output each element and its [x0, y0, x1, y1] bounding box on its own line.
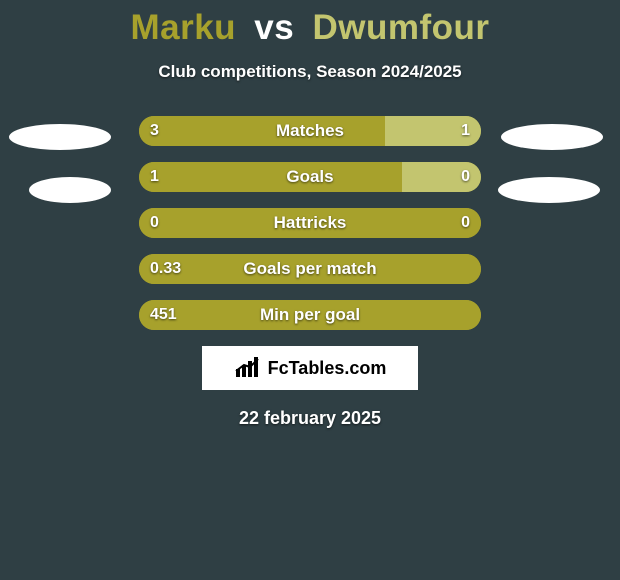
decor-ellipse — [501, 124, 603, 150]
logo-box: FcTables.com — [202, 346, 418, 390]
decor-ellipse — [9, 124, 111, 150]
page-root: Marku vs Dwumfour Club competitions, Sea… — [0, 0, 620, 580]
stat-row: Min per goal451 — [0, 300, 620, 330]
page-title: Marku vs Dwumfour — [0, 0, 620, 48]
stat-value-left: 451 — [150, 300, 177, 330]
subtitle: Club competitions, Season 2024/2025 — [0, 62, 620, 82]
stat-row: Goals per match0.33 — [0, 254, 620, 284]
chart-icon — [234, 357, 262, 379]
stat-value-right: 1 — [461, 116, 470, 146]
title-vs: vs — [254, 8, 294, 47]
stat-value-left: 0.33 — [150, 254, 181, 284]
stat-label: Goals per match — [139, 254, 481, 284]
stat-row: Hattricks0 0 — [0, 208, 620, 238]
stat-label: Hattricks — [139, 208, 481, 238]
decor-ellipse — [29, 177, 111, 203]
title-player1: Marku — [130, 8, 236, 47]
title-player2: Dwumfour — [312, 8, 489, 47]
stat-value-left: 0 — [150, 208, 159, 238]
stat-label: Min per goal — [139, 300, 481, 330]
stat-label: Matches — [139, 116, 481, 146]
logo-text: FcTables.com — [268, 358, 387, 379]
stat-value-right: 0 — [461, 162, 470, 192]
stat-value-left: 1 — [150, 162, 159, 192]
decor-ellipse — [498, 177, 600, 203]
date-text: 22 february 2025 — [0, 408, 620, 429]
stat-label: Goals — [139, 162, 481, 192]
stat-value-left: 3 — [150, 116, 159, 146]
stat-value-right: 0 — [461, 208, 470, 238]
